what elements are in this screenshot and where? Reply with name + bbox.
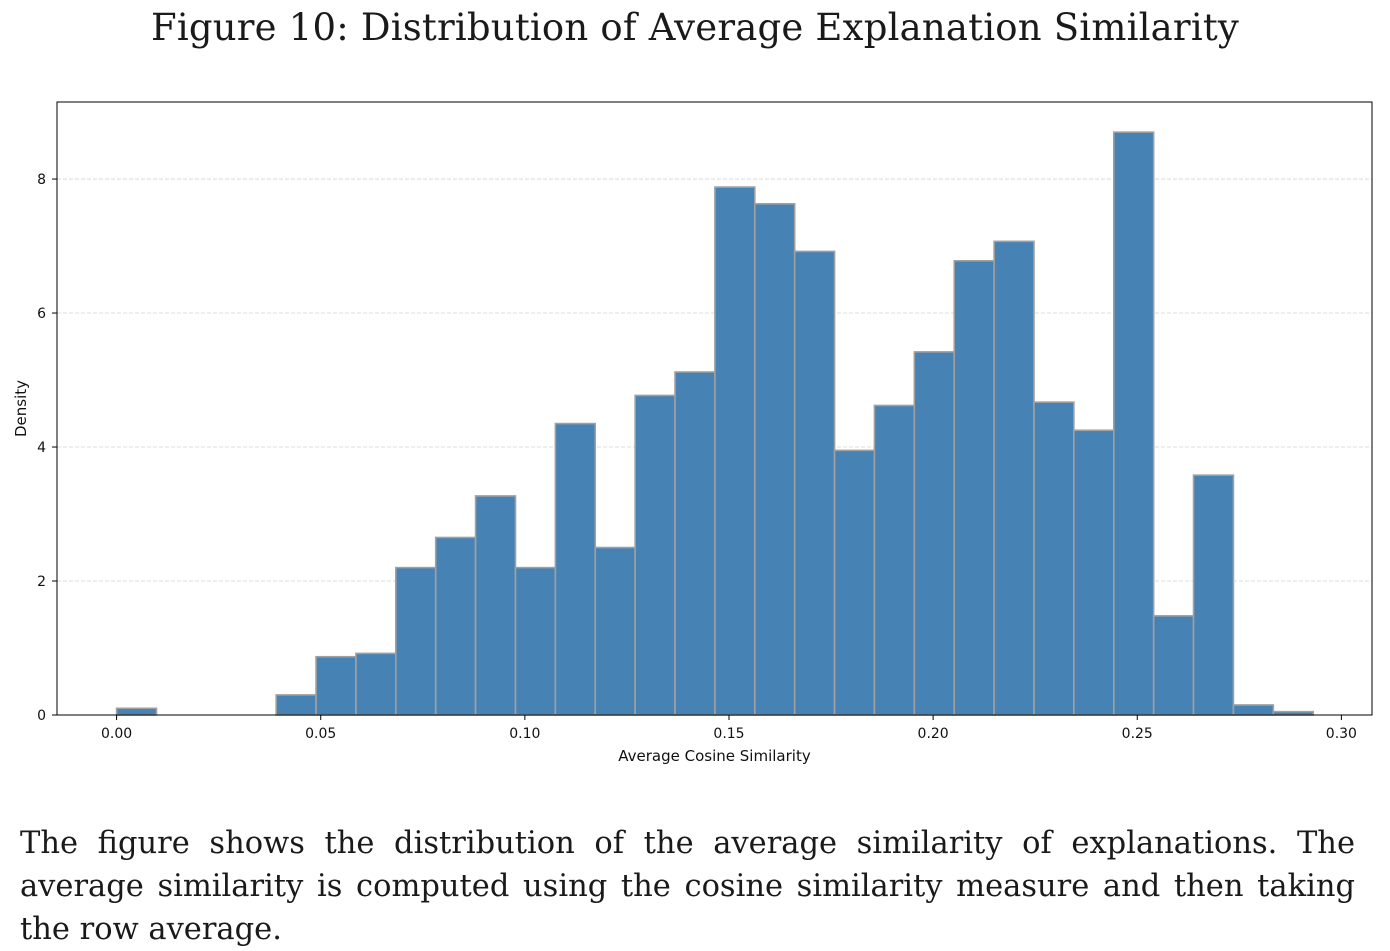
- histogram-chart: 0.00 0.05 0.10 0.15 0.20 0.25 0.30 0 2 4 6 8 Avera…: [12, 101, 1373, 765]
- histogram-bar-0: [115, 707, 158, 716]
- x-tick-label-0.20: 0.20: [918, 726, 949, 742]
- x-tick-label-0.10: 0.10: [509, 726, 540, 742]
- histogram-bar-27: [1192, 474, 1235, 716]
- histogram-bar-6: [355, 652, 397, 716]
- histogram-bar-25: [1112, 131, 1155, 716]
- histogram-bar-20: [913, 351, 956, 716]
- histogram-bar-19: [873, 404, 916, 716]
- histogram-bar-15: [714, 186, 756, 716]
- histogram-bar-12: [594, 546, 636, 716]
- y-tick-label-8: 8: [37, 172, 46, 188]
- histogram-bar-7: [395, 566, 437, 716]
- histogram-bar-18: [833, 449, 876, 716]
- y-tick-label-0: 0: [37, 708, 46, 724]
- y-tick-label-4: 4: [37, 440, 46, 456]
- histogram-bar-5: [315, 655, 357, 716]
- histogram-bar-9: [474, 495, 517, 716]
- y-tick-label-2: 2: [37, 574, 46, 590]
- histogram-bar-13: [634, 394, 676, 716]
- plot-frame: [56, 101, 1373, 716]
- histogram-bar-24: [1073, 429, 1115, 716]
- histogram-bar-29: [1272, 710, 1315, 716]
- histogram-bar-16: [753, 203, 796, 716]
- x-tick-label-0.05: 0.05: [305, 726, 336, 742]
- histogram-bar-23: [1033, 401, 1075, 716]
- figure-title: Figure 10: Distribution of Average Expla…: [150, 6, 1240, 49]
- histogram-bar-4: [275, 694, 317, 716]
- histogram-bar-28: [1232, 704, 1275, 716]
- x-axis-ticks: 0.00 0.05 0.10 0.15 0.20 0.25 0.30: [101, 715, 1357, 742]
- y-axis-label: Density: [12, 380, 30, 437]
- y-axis-ticks: 0 2 4 6 8: [37, 172, 57, 724]
- histogram-bars: [115, 131, 1315, 716]
- x-tick-label-0.00: 0.00: [101, 726, 132, 742]
- histogram-bar-22: [993, 240, 1035, 716]
- histogram-bar-8: [434, 536, 477, 716]
- histogram-bar-26: [1152, 615, 1195, 716]
- histogram-bar-11: [554, 422, 597, 716]
- y-tick-label-6: 6: [37, 306, 46, 322]
- x-tick-label-0.30: 0.30: [1326, 726, 1357, 742]
- histogram-bar-10: [514, 566, 557, 716]
- histogram-bar-17: [793, 250, 836, 716]
- figure-caption: The figure shows the distribution of the…: [20, 826, 1355, 947]
- histogram-bar-21: [953, 259, 995, 716]
- histogram-bar-14: [674, 371, 716, 716]
- x-tick-label-0.25: 0.25: [1122, 726, 1153, 742]
- x-axis-label: Average Cosine Similarity: [618, 747, 811, 765]
- x-tick-label-0.15: 0.15: [713, 726, 744, 742]
